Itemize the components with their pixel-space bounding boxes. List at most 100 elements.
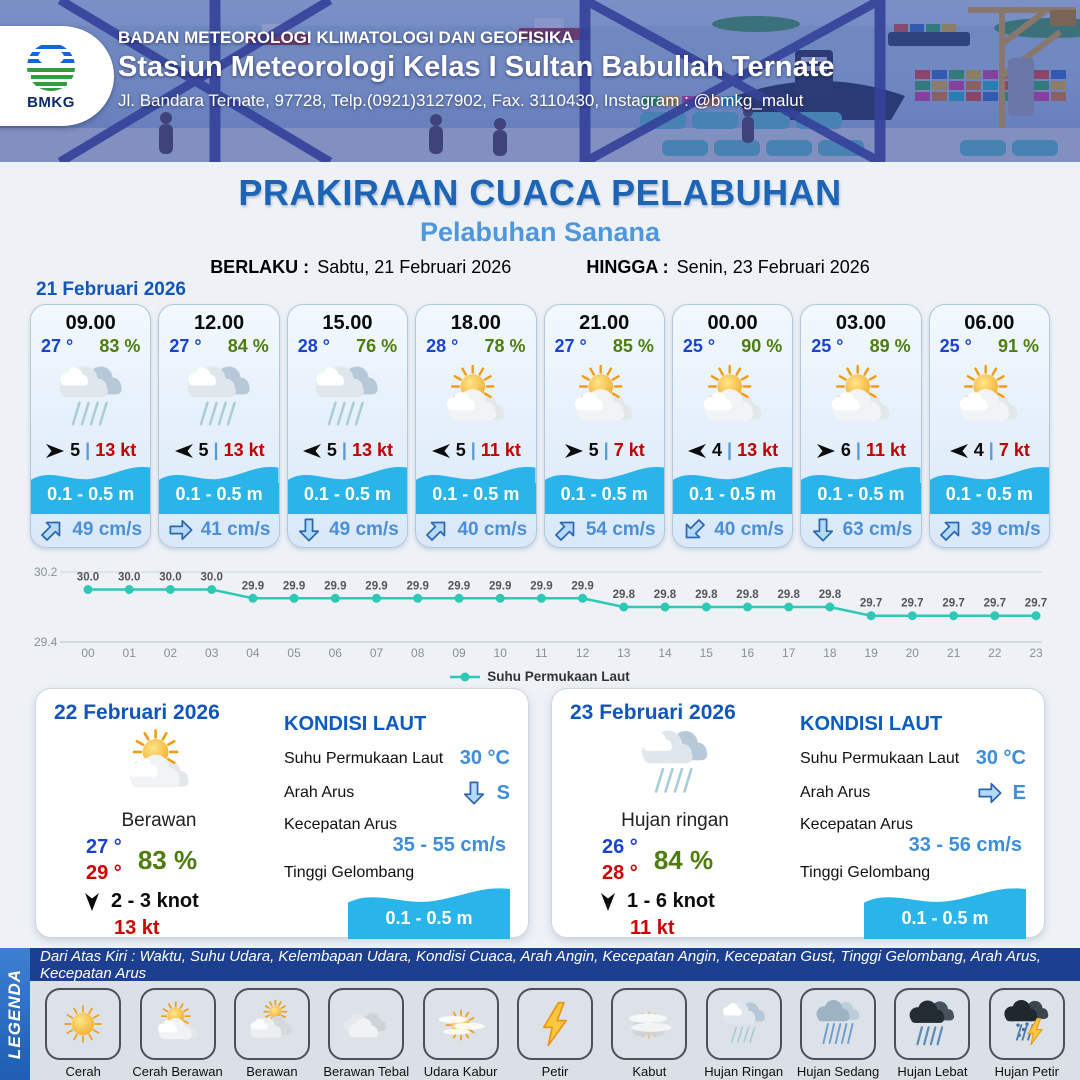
card-time: 06.00: [964, 312, 1015, 334]
berawan-icon: [233, 988, 310, 1060]
separator: |: [470, 440, 476, 461]
svg-text:18: 18: [823, 646, 837, 660]
wind-direction-icon: [687, 443, 707, 459]
sst-value: 30 °C: [459, 747, 510, 769]
legend-item-label: Hujan Ringan: [704, 1064, 784, 1079]
wave-height-band: 0.1 - 0.5 m: [287, 463, 408, 514]
daily-wind-range: 2 - 3 knot: [111, 890, 199, 912]
wave-height-band: 0.1 - 0.5 m: [801, 463, 921, 514]
wave-height-value: 0.1 - 0.5 m: [416, 482, 536, 514]
card-temperature: 27 °: [554, 336, 587, 356]
sst-label: Suhu Permukaan Laut: [284, 749, 444, 767]
hourly-card-06.00: 06.00 25 ° 91 % 4 | 7 kt 0.1 - 0.5 m 39 …: [928, 304, 1050, 548]
svg-text:29.4: 29.4: [34, 635, 58, 649]
sst-line-chart: 30.2 29.4 30.0 00 30.0 01 30.0 02 30.0 03 29.9 04 29…: [34, 565, 1047, 660]
separator: |: [85, 440, 91, 461]
wind-speed: 6: [840, 440, 851, 461]
sst-label: Suhu Permukaan Laut: [800, 749, 960, 767]
svg-text:00: 00: [81, 646, 95, 660]
current-speed-value: 35 - 55 cm/s: [392, 834, 506, 856]
legend-item-label: Hujan Petir: [994, 1064, 1059, 1079]
crane: [968, 7, 1076, 132]
legend-item: Kabut: [603, 988, 695, 1079]
wave-height-value: 0.1 - 0.5 m: [672, 482, 793, 514]
bmkg-logo-label: BMKG: [27, 94, 75, 111]
svg-text:05: 05: [287, 646, 301, 660]
daily-temp-max: 28 °: [602, 862, 638, 884]
legend-item-label: Hujan Sedang: [796, 1064, 880, 1079]
wind-direction-icon: [45, 443, 65, 459]
daily-wind-range: 1 - 6 knot: [627, 890, 715, 912]
svg-text:29.9: 29.9: [324, 580, 346, 592]
people-silhouettes: [159, 107, 754, 156]
cerah-berawan-icon: [139, 988, 216, 1060]
legend-item-label: Berawan Tebal: [323, 1064, 410, 1079]
current-direction-label: Arah Arus: [800, 784, 871, 801]
org-name: BADAN METEOROLOGI KLIMATOLOGI DAN GEOFIS…: [118, 28, 574, 47]
station-address: Jl. Bandara Ternate, 97728, Telp.(0921)3…: [118, 91, 804, 110]
gust-speed: 13 kt: [223, 440, 265, 461]
svg-text:29.9: 29.9: [242, 580, 264, 592]
wind-direction-icon: [816, 443, 836, 459]
page-title: PRAKIRAAN CUACA PELABUHAN: [238, 172, 842, 213]
current-direction-value: E: [1012, 781, 1026, 804]
legend-note: Dari Atas Kiri : Waktu, Suhu Udara, Kele…: [30, 948, 1080, 982]
hujan-petir-icon: [988, 988, 1065, 1060]
svg-text:29.9: 29.9: [530, 580, 552, 592]
daily-humidity: 83 %: [137, 844, 198, 875]
svg-text:07: 07: [370, 646, 384, 660]
current-speed-label: Kecepatan Arus: [800, 816, 913, 833]
card-temperature: 28 °: [426, 336, 459, 356]
hourly-forecast-row: 09.00 27 ° 83 % 5 | 13 kt 0.1 - 0.5 m 49…: [30, 304, 1050, 548]
wave-height-value: 0.1 - 0.5 m: [31, 482, 151, 514]
svg-text:29.7: 29.7: [901, 598, 923, 610]
current-speed: 41 cm/s: [200, 519, 271, 541]
wave-height-box: 0.1 - 0.5 m: [348, 884, 510, 939]
current-direction-icon: [547, 512, 584, 548]
daily-wind: 1 - 6 knot: [570, 890, 715, 913]
card-humidity: 89 %: [869, 336, 911, 356]
svg-text:29.8: 29.8: [654, 589, 677, 601]
current-speed: 40 cm/s: [714, 519, 784, 541]
svg-text:29.8: 29.8: [695, 589, 718, 601]
card-time: 00.00: [707, 312, 758, 334]
sea-conditions: KONDISI LAUT Suhu Permukaan Laut 30 °C A…: [264, 701, 510, 939]
card-wind: 4 | 7 kt: [930, 439, 1049, 463]
card-humidity: 90 %: [741, 336, 783, 356]
sst-value: 30 °C: [975, 747, 1026, 769]
svg-text:10: 10: [494, 646, 508, 660]
cerah-berawan-icon: [545, 357, 664, 439]
hourly-card-03.00: 03.00 25 ° 89 % 6 | 11 kt 0.1 - 0.5 m 63…: [800, 304, 922, 548]
card-current: 40 cm/s: [673, 514, 792, 547]
svg-text:30.0: 30.0: [201, 572, 223, 584]
svg-text:29.9: 29.9: [571, 580, 593, 592]
legend-item: Hujan Lebat: [886, 988, 978, 1079]
wave-height-value: 0.1 - 0.5 m: [544, 482, 664, 514]
daily-date: 22 Februari 2026: [54, 701, 220, 724]
wind-speed: 5: [198, 440, 209, 461]
sst-chart: 30.2 29.4 30.0 00 30.0 01 30.0 02 30.0 03 29.9 04 29…: [30, 556, 1050, 684]
wind-direction-icon: [564, 443, 584, 459]
wave-crest: [31, 466, 151, 483]
svg-text:11: 11: [535, 646, 548, 660]
daily-date: 23 Februari 2026: [570, 701, 736, 724]
card-time: 09.00: [65, 312, 116, 334]
svg-text:29.7: 29.7: [942, 598, 964, 610]
current-direction-icon: [977, 780, 1003, 806]
card-temperature: 25 °: [682, 336, 716, 356]
card-temperature: 28 °: [297, 336, 330, 356]
card-humidity: 78 %: [484, 336, 526, 356]
cerah-berawan-icon: [110, 725, 208, 810]
hujan-ringan-icon: [705, 988, 782, 1060]
wind-speed: 4: [712, 440, 723, 461]
daily-condition: Berawan: [121, 810, 197, 831]
card-current: 63 cm/s: [801, 514, 920, 547]
legend-item-label: Berawan: [246, 1064, 298, 1079]
wave-crest: [929, 466, 1049, 483]
svg-text:21: 21: [947, 646, 961, 660]
card-current: 49 cm/s: [31, 514, 150, 547]
hourly-card-00.00: 00.00 25 ° 90 % 4 | 13 kt 0.1 - 0.5 m 40…: [671, 304, 794, 548]
card-humidity: 83 %: [99, 336, 141, 356]
wave-height-box: 0.1 - 0.5 m: [864, 884, 1026, 939]
separator: |: [727, 440, 733, 461]
